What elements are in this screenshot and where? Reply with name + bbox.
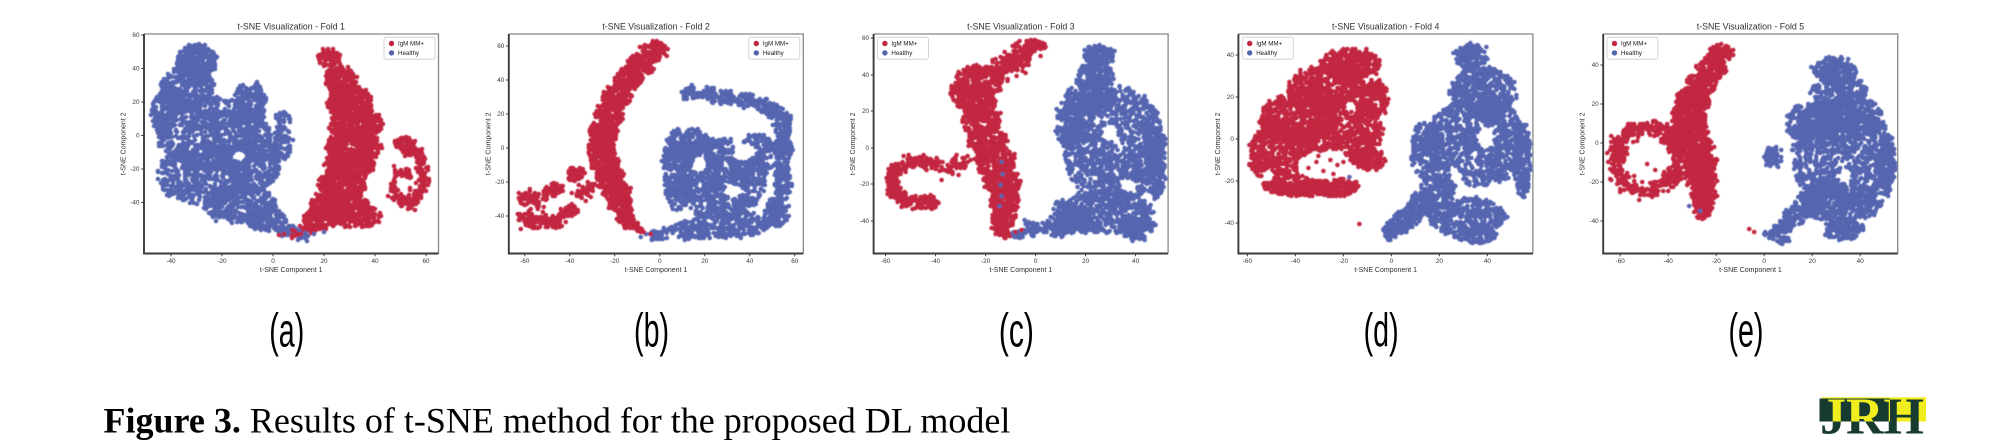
- svg-text:20: 20: [701, 258, 709, 265]
- svg-text:JRH: JRH: [1820, 389, 1924, 445]
- svg-text:-60: -60: [520, 258, 530, 265]
- svg-text:-40: -40: [1664, 258, 1674, 265]
- svg-text:20: 20: [320, 258, 328, 265]
- svg-text:-20: -20: [981, 258, 991, 265]
- svg-text:(e): (e): [1728, 304, 1763, 357]
- svg-text:20: 20: [1592, 101, 1600, 108]
- svg-text:0: 0: [1595, 140, 1599, 147]
- svg-text:40: 40: [1484, 258, 1492, 265]
- svg-text:t-SNE Component 1: t-SNE Component 1: [990, 267, 1053, 274]
- svg-text:(a): (a): [269, 304, 304, 357]
- svg-text:0: 0: [271, 258, 275, 265]
- svg-text:20: 20: [497, 111, 505, 118]
- svg-text:20: 20: [862, 108, 870, 115]
- svg-text:t-SNE Component 1: t-SNE Component 1: [1719, 267, 1782, 274]
- svg-text:t-SNE Component 2: t-SNE Component 2: [850, 112, 857, 175]
- svg-text:IgM MM+: IgM MM+: [891, 41, 917, 48]
- svg-text:60: 60: [497, 43, 505, 50]
- svg-text:-20: -20: [1225, 178, 1235, 185]
- svg-text:0: 0: [1762, 258, 1766, 265]
- svg-text:(b): (b): [634, 304, 669, 357]
- svg-text:-20: -20: [860, 181, 870, 188]
- svg-text:Healthy: Healthy: [398, 50, 420, 57]
- svg-text:40: 40: [1227, 52, 1235, 59]
- svg-text:-40: -40: [1225, 220, 1235, 227]
- svg-text:Figure 3. Results of t-SNE met: Figure 3. Results of t-SNE method for th…: [104, 401, 1011, 441]
- svg-text:IgM MM+: IgM MM+: [398, 41, 424, 48]
- svg-text:-60: -60: [1616, 258, 1626, 265]
- svg-text:IgM MM+: IgM MM+: [1256, 41, 1282, 48]
- svg-text:0: 0: [1230, 136, 1234, 143]
- svg-text:-40: -40: [495, 213, 505, 220]
- svg-text:-20: -20: [1589, 179, 1599, 186]
- svg-text:40: 40: [1857, 258, 1865, 265]
- svg-text:-20: -20: [1339, 258, 1349, 265]
- svg-text:-40: -40: [1291, 258, 1301, 265]
- svg-text:Healthy: Healthy: [763, 50, 785, 57]
- svg-text:-40: -40: [565, 258, 575, 265]
- svg-text:t-SNE Component 2: t-SNE Component 2: [1215, 112, 1222, 175]
- svg-text:-20: -20: [495, 179, 505, 186]
- svg-text:t-SNE Visualization - Fold 4: t-SNE Visualization - Fold 4: [1332, 22, 1440, 32]
- svg-text:60: 60: [132, 32, 140, 39]
- svg-text:t-SNE Component 1: t-SNE Component 1: [260, 267, 323, 274]
- svg-text:60: 60: [791, 258, 799, 265]
- svg-text:60: 60: [422, 258, 430, 265]
- svg-text:-40: -40: [860, 218, 870, 225]
- svg-text:0: 0: [136, 133, 140, 140]
- svg-text:40: 40: [862, 72, 870, 79]
- svg-text:t-SNE Component 1: t-SNE Component 1: [625, 267, 688, 274]
- svg-text:t-SNE Visualization - Fold 3: t-SNE Visualization - Fold 3: [967, 22, 1075, 32]
- svg-text:20: 20: [1227, 94, 1235, 101]
- svg-text:0: 0: [1390, 258, 1394, 265]
- svg-text:40: 40: [497, 77, 505, 84]
- svg-text:Healthy: Healthy: [1256, 50, 1278, 57]
- svg-text:t-SNE Component 2: t-SNE Component 2: [121, 112, 128, 175]
- svg-text:-60: -60: [1243, 258, 1253, 265]
- svg-text:-20: -20: [610, 258, 620, 265]
- svg-text:20: 20: [1436, 258, 1444, 265]
- svg-text:-40: -40: [931, 258, 941, 265]
- svg-text:40: 40: [132, 66, 140, 73]
- svg-text:(c): (c): [999, 304, 1034, 357]
- svg-text:0: 0: [866, 145, 870, 152]
- svg-text:t-SNE Visualization - Fold 2: t-SNE Visualization - Fold 2: [602, 22, 710, 32]
- svg-text:-20: -20: [1712, 258, 1722, 265]
- svg-text:0: 0: [501, 145, 505, 152]
- svg-text:t-SNE Component 2: t-SNE Component 2: [1580, 112, 1587, 175]
- svg-text:-20: -20: [130, 166, 140, 173]
- svg-text:t-SNE Visualization - Fold 1: t-SNE Visualization - Fold 1: [238, 22, 346, 32]
- svg-text:40: 40: [371, 258, 379, 265]
- svg-text:-20: -20: [217, 258, 227, 265]
- svg-text:Healthy: Healthy: [891, 50, 913, 57]
- svg-text:20: 20: [1082, 258, 1090, 265]
- svg-text:Healthy: Healthy: [1621, 50, 1643, 57]
- svg-text:-60: -60: [881, 258, 891, 265]
- svg-text:0: 0: [1034, 258, 1038, 265]
- svg-text:-40: -40: [130, 200, 140, 207]
- svg-text:(d): (d): [1364, 304, 1399, 357]
- svg-text:IgM MM+: IgM MM+: [1621, 41, 1647, 48]
- svg-text:20: 20: [1809, 258, 1817, 265]
- svg-text:40: 40: [746, 258, 754, 265]
- svg-text:20: 20: [132, 99, 140, 106]
- svg-text:40: 40: [1592, 62, 1600, 69]
- svg-text:0: 0: [658, 258, 662, 265]
- svg-text:-40: -40: [1589, 218, 1599, 225]
- svg-text:t-SNE Visualization - Fold 5: t-SNE Visualization - Fold 5: [1697, 22, 1805, 32]
- svg-text:40: 40: [1132, 258, 1140, 265]
- svg-text:JRH: JRH: [1820, 389, 1924, 445]
- svg-text:-40: -40: [166, 258, 176, 265]
- svg-text:t-SNE Component 2: t-SNE Component 2: [485, 112, 492, 175]
- svg-text:60: 60: [862, 35, 870, 42]
- svg-text:t-SNE Component 1: t-SNE Component 1: [1354, 267, 1417, 274]
- svg-text:IgM MM+: IgM MM+: [763, 41, 789, 48]
